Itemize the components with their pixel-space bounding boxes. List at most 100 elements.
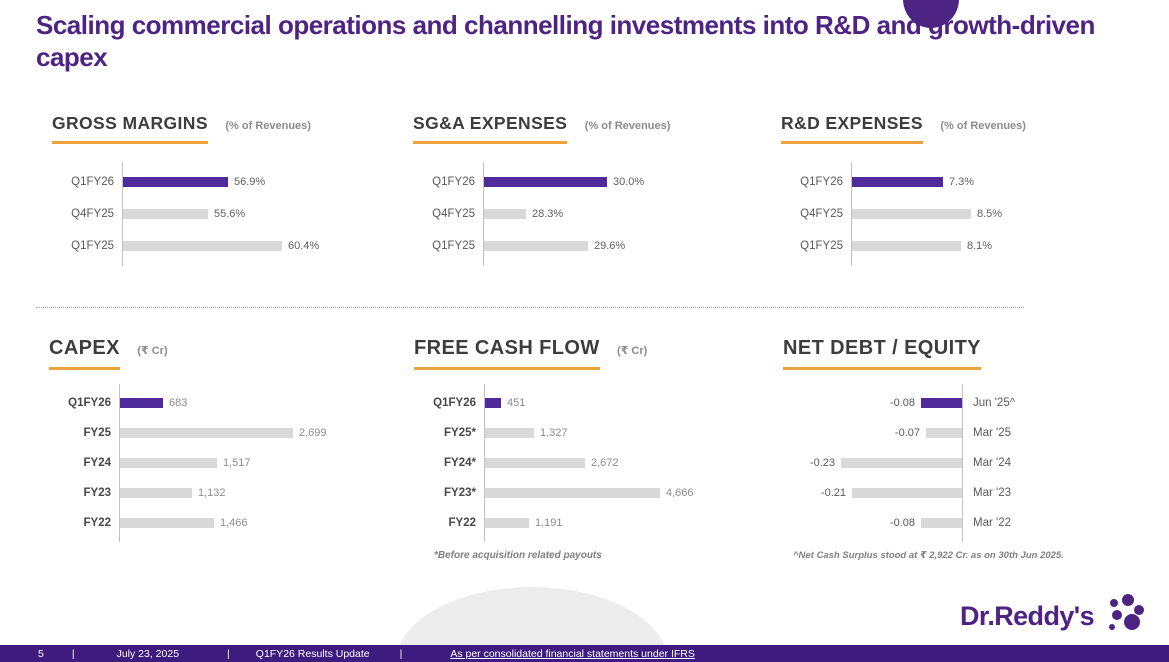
bar	[851, 177, 943, 187]
chart-unit-label: (% of Revenues)	[225, 120, 311, 132]
bar-value-label: 683	[169, 397, 188, 409]
chart-row: Q4FY25 55.6%	[52, 198, 364, 230]
bar-value-label: 4,666	[666, 487, 694, 499]
bar	[484, 488, 660, 498]
bar	[484, 458, 585, 468]
chart-rnd-expenses: R&D EXPENSES (% of Revenues) Q1FY26 7.3% Q…	[781, 113, 1093, 266]
chart-row: FY22 1,466	[49, 508, 369, 538]
bar-value-label: -0.21	[820, 487, 846, 499]
bar-track: 60.4%	[122, 240, 364, 252]
bar	[484, 398, 501, 408]
footer-separator: |	[227, 647, 230, 660]
bar-category-label: Mar '25	[973, 427, 1011, 439]
bar-track: 8.1%	[851, 240, 1093, 252]
bar-category-label: Q4FY25	[800, 208, 843, 220]
chart-bars: Q1FY26 683 FY25 2,699 FY24 1,517 FY23 1,132 FY22…	[49, 384, 369, 542]
bar	[122, 241, 282, 251]
chart-row: Q1FY26 56.9%	[52, 166, 364, 198]
bar-track: 4,666	[484, 487, 744, 499]
chart-unit-label: (% of Revenues)	[940, 120, 1026, 132]
bar-track: 8.5%	[851, 208, 1093, 220]
bar	[483, 241, 588, 251]
bar-track: 1,132	[119, 487, 369, 499]
bar-value-label: 60.4%	[288, 240, 320, 252]
bar	[851, 241, 961, 251]
bar-category-label: Q1FY26	[432, 176, 475, 188]
bar-category-label: Mar '24	[973, 457, 1011, 469]
bar-category-label: Q1FY25	[71, 240, 114, 252]
bar	[921, 518, 963, 528]
bar-category-label: Q4FY25	[432, 208, 475, 220]
chart-gross-margins: GROSS MARGINS (% of Revenues) Q1FY26 56.9…	[52, 113, 364, 266]
chart-unit-label: (₹ Cr)	[137, 345, 168, 357]
bar	[483, 177, 607, 187]
bar	[122, 177, 228, 187]
bar-value-label: 7.3%	[949, 176, 975, 188]
bar-category-label: FY23	[83, 487, 112, 499]
bar-category-label: Jun '25^	[973, 397, 1016, 409]
bar-value-label: 2,699	[299, 427, 327, 439]
chart-bars: Q1FY26 7.3% Q4FY25 8.5% Q1FY25 8.1%	[781, 162, 1093, 266]
chart-row: -0.08 Mar '22	[783, 508, 1029, 538]
chart-unit-label: (% of Revenues)	[584, 120, 671, 132]
bar	[484, 428, 534, 438]
bar-track: -0.21	[783, 487, 963, 499]
bar-value-label: 8.5%	[977, 208, 1003, 220]
bar-value-label: 28.3%	[532, 208, 564, 220]
bar	[119, 458, 217, 468]
bar-category-label: FY25*	[444, 427, 476, 439]
chart-row: FY24 1,517	[49, 448, 369, 478]
bar-value-label: 29.6%	[594, 240, 626, 252]
dotted-divider	[36, 307, 1024, 308]
chart-row: FY25* 1,327	[414, 418, 744, 448]
footer-date: July 23, 2025	[116, 647, 180, 660]
bar-track: 1,191	[484, 517, 744, 529]
chart-title: FREE CASH FLOW	[414, 337, 600, 370]
chart-row: -0.08 Jun '25^	[783, 388, 1029, 418]
bar-track: -0.08	[783, 517, 963, 529]
chart-heading: SG&A EXPENSES (% of Revenues)	[413, 113, 725, 144]
bar-track: -0.07	[783, 427, 963, 439]
bar-value-label: 30.0%	[613, 176, 645, 188]
bar-track: 683	[119, 397, 369, 409]
logo-text: Dr.Reddy's	[960, 600, 1095, 631]
chart-row: FY23 1,132	[49, 478, 369, 508]
bar-category-label: FY22	[83, 517, 112, 529]
chart-bars: Q1FY26 451 FY25* 1,327 FY24* 2,672 FY23* 4,666 F…	[414, 384, 744, 542]
bar-track: 1,517	[119, 457, 369, 469]
dr-reddys-logo: Dr.Reddy's	[960, 594, 1145, 638]
chart-capex: CAPEX (₹ Cr) Q1FY26 683 FY25 2,699 FY24 1,517…	[49, 337, 369, 542]
bar	[483, 209, 526, 219]
chart-heading: NET DEBT / EQUITY	[783, 337, 1029, 370]
chart-row: Q1FY25 8.1%	[781, 230, 1093, 262]
footer-bar: 5 | July 23, 2025 | Q1FY26 Results Updat…	[0, 645, 1169, 662]
bar-value-label: 1,517	[223, 457, 251, 469]
bar-value-label: 1,191	[535, 517, 563, 529]
bar	[926, 428, 963, 438]
bar-track: 55.6%	[122, 208, 364, 220]
bar	[841, 458, 963, 468]
bar-value-label: -0.08	[889, 397, 915, 409]
bar-category-label: Q1FY26	[800, 176, 843, 188]
chart-row: Q1FY26 451	[414, 388, 744, 418]
bar-track: 7.3%	[851, 176, 1093, 188]
bar-category-label: FY25	[83, 427, 112, 439]
chart-unit-label: (₹ Cr)	[617, 345, 648, 357]
bar-category-label: Mar '23	[973, 487, 1011, 499]
chart-row: -0.07 Mar '25	[783, 418, 1029, 448]
bar-category-label: Q1FY26	[71, 176, 114, 188]
footer-report-title: Q1FY26 Results Update	[255, 647, 370, 660]
chart-title: NET DEBT / EQUITY	[783, 337, 981, 370]
bar-category-label: FY22	[448, 517, 477, 529]
bar-category-label: FY24*	[444, 457, 476, 469]
bar	[851, 209, 971, 219]
bar-track: 1,466	[119, 517, 369, 529]
chart-footnote: ^Net Cash Surplus stood at ₹ 2,922 Cr. a…	[793, 550, 1064, 561]
bar-category-label: Q1FY25	[800, 240, 843, 252]
bar-value-label: 8.1%	[967, 240, 993, 252]
bar-category-label: FY24	[83, 457, 112, 469]
chart-row: Q1FY26 683	[49, 388, 369, 418]
chart-row: -0.21 Mar '23	[783, 478, 1029, 508]
bar-track: -0.08	[783, 397, 963, 409]
bar-track: 1,327	[484, 427, 744, 439]
